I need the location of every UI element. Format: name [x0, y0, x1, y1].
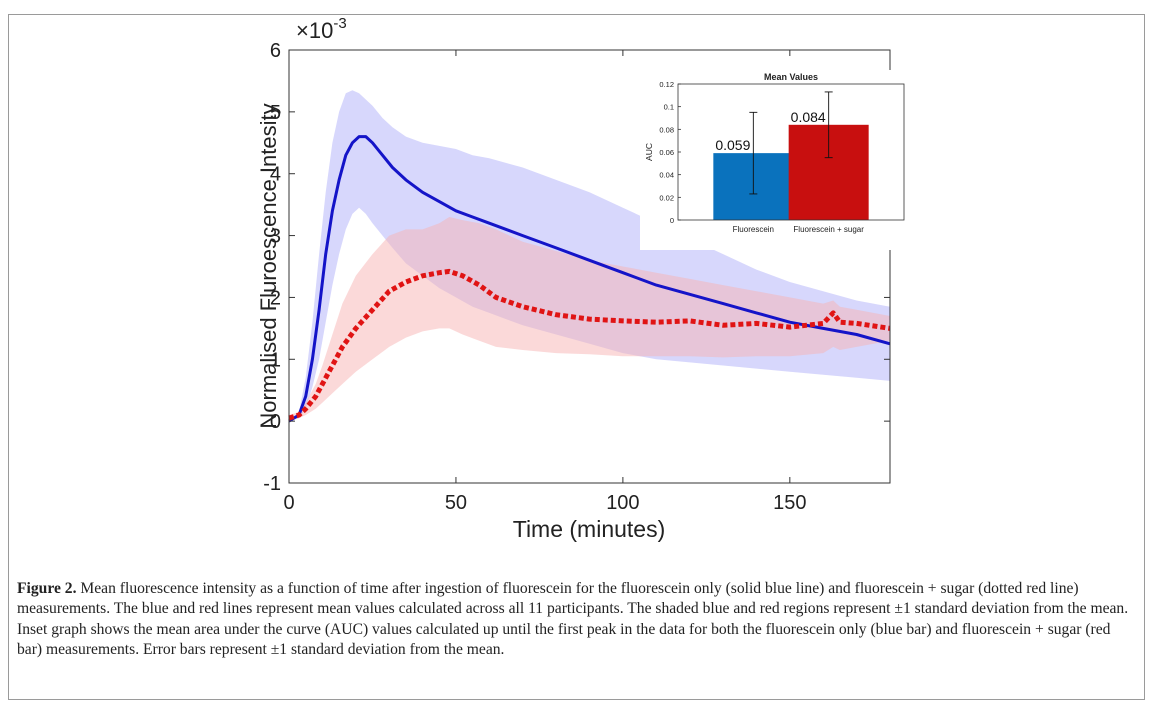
inset-value-label: 0.084 [791, 109, 826, 125]
main-lines [288, 135, 891, 423]
inset-category-label: Fluorescein + sugar [793, 225, 864, 234]
inset-y-tick-label: 0.08 [659, 125, 674, 134]
y-tick-label: 6 [270, 40, 281, 62]
mean-line-series-1 [288, 135, 891, 423]
inset-title: Mean Values [764, 72, 818, 82]
y-tick-label: 1 [270, 349, 281, 371]
y-multiplier: ×10-3 [296, 15, 347, 43]
figure-frame [8, 14, 1145, 700]
inset-y-tick-label: 0.02 [659, 193, 674, 202]
y-tick-label: 2 [270, 287, 281, 309]
inset-y-tick-label: 0.12 [659, 80, 674, 89]
y-tick-label: 3 [270, 226, 281, 248]
inset-chart: Fluorescein Fluorescein + sugar 0 0.02 0.04 0… [640, 70, 910, 250]
figure-caption: Figure 2. Mean fluorescence intensity as… [17, 579, 1135, 661]
caption-label: Figure 2. [17, 580, 77, 597]
caption-text: Mean fluorescence intensity as a functio… [17, 580, 1129, 659]
y-tick-label: 4 [270, 164, 281, 186]
inset-errors [749, 91, 833, 195]
y-tick-label: 0 [270, 411, 281, 433]
inset-valuelabels: 0.059 0.084 [715, 109, 826, 153]
inset-y-axis-label: AUC [644, 143, 654, 161]
x-tick-label: 0 [283, 492, 294, 514]
inset-y-tick-label: 0.1 [664, 103, 674, 112]
inset-bars [713, 124, 869, 220]
inset-y-tick-label: 0.04 [659, 171, 674, 180]
inset-y-tick-label: 0.06 [659, 148, 674, 157]
inset-category-label: Fluorescein [733, 225, 774, 234]
y-tick-label: -1 [263, 473, 281, 495]
inset-ticklabels: Fluorescein Fluorescein + sugar 0 0.02 0.04 0… [659, 80, 864, 234]
inset-ticks [678, 83, 681, 221]
x-axis-label: Time (minutes) [513, 516, 666, 542]
main-axes-box [288, 49, 891, 484]
y-tick-label: 5 [270, 102, 281, 124]
mean-line-series-2 [288, 268, 891, 421]
x-tick-label: 50 [445, 492, 467, 514]
x-tick-label: 150 [773, 492, 806, 514]
inset-y-tick-label: 0 [670, 216, 674, 225]
x-tick-label: 100 [606, 492, 639, 514]
inset-value-label: 0.059 [715, 137, 750, 153]
y-axis-label: Normalised Fluroescence Intesity [256, 103, 281, 428]
